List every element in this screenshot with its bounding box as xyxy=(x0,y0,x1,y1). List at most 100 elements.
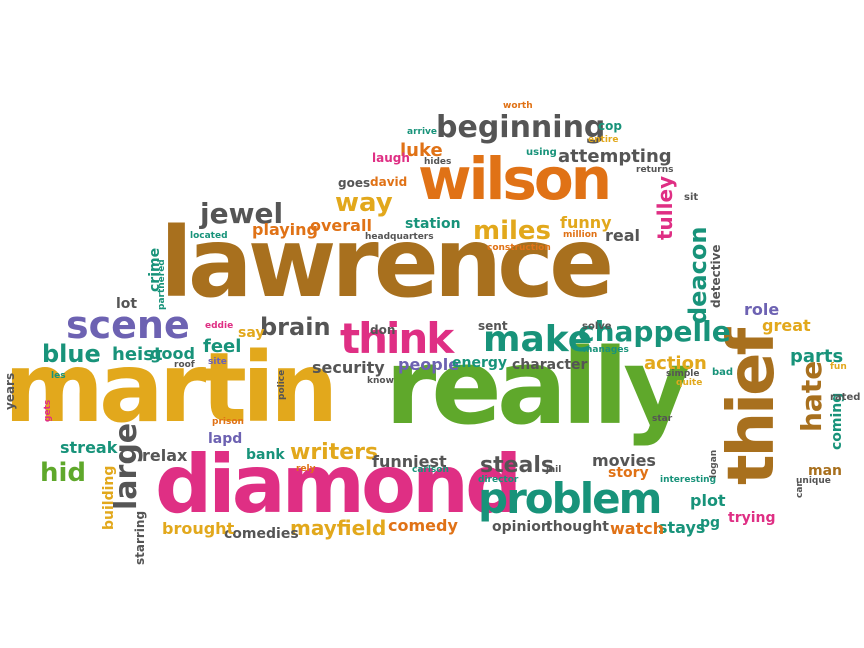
cloud-word: trying xyxy=(728,510,776,526)
cloud-word: entire xyxy=(588,135,619,145)
cloud-word: movies xyxy=(592,451,656,470)
cloud-word: building xyxy=(101,465,117,530)
cloud-word: roof xyxy=(174,360,195,370)
cloud-word: wilson xyxy=(418,145,612,213)
cloud-word: mayfield xyxy=(290,516,387,540)
cloud-word: rely xyxy=(296,464,316,474)
cloud-word: comedy xyxy=(388,516,458,535)
cloud-word: opinion xyxy=(492,519,551,535)
cloud-word: located xyxy=(190,231,228,241)
cloud-word: carlson xyxy=(412,465,449,475)
cloud-word: brain xyxy=(260,313,331,341)
cloud-word: say xyxy=(238,325,265,341)
cloud-word: really xyxy=(385,326,691,448)
cloud-word: great xyxy=(762,316,811,335)
cloud-word: make xyxy=(483,319,593,360)
cloud-word: hate xyxy=(795,360,828,432)
cloud-word: years xyxy=(3,372,17,410)
cloud-word: detective xyxy=(709,244,723,308)
cloud-word: miles xyxy=(473,216,552,246)
cloud-word: people xyxy=(398,355,460,374)
cloud-word: brought xyxy=(162,519,235,538)
cloud-word: role xyxy=(744,300,780,319)
cloud-word: real xyxy=(605,226,641,245)
cloud-word: tulley xyxy=(653,175,677,240)
cloud-word: laugh xyxy=(372,151,410,165)
cloud-word: hid xyxy=(40,458,87,488)
cloud-word: interesting xyxy=(660,475,717,485)
cloud-word: quite xyxy=(676,378,703,388)
cloud-word: eddie xyxy=(205,321,234,331)
cloud-word: watch xyxy=(610,519,665,538)
cloud-word: overall xyxy=(310,216,372,235)
cloud-word: partnered xyxy=(157,259,167,310)
cloud-word: martin xyxy=(4,332,338,444)
cloud-word: construction xyxy=(487,243,551,253)
cloud-word: bank xyxy=(246,447,285,463)
cloud-word: funniest xyxy=(372,452,447,471)
cloud-word: lawrence xyxy=(160,207,614,319)
cloud-word: heist xyxy=(112,344,163,365)
cloud-word: arrive xyxy=(407,127,438,137)
cloud-word: returns xyxy=(636,165,674,175)
cloud-word: headquarters xyxy=(365,232,434,242)
cloud-word: rated xyxy=(830,392,861,403)
cloud-word: steals xyxy=(480,453,555,478)
cloud-word: lapd xyxy=(208,431,243,447)
cloud-word: streak xyxy=(60,438,118,457)
cloud-word: don xyxy=(370,323,396,337)
cloud-word: action xyxy=(644,353,707,374)
cloud-word: chappelle xyxy=(578,315,731,348)
cloud-word: car xyxy=(795,482,805,498)
cloud-word: scene xyxy=(66,303,190,347)
cloud-word: problem xyxy=(478,474,662,523)
cloud-word: manages xyxy=(583,345,629,355)
cloud-word: prison xyxy=(212,417,244,427)
cloud-word: comedies xyxy=(224,526,299,542)
cloud-word: writers xyxy=(290,440,379,465)
cloud-word: good xyxy=(150,344,195,363)
cloud-word: million xyxy=(563,230,598,240)
cloud-word: solve xyxy=(582,321,612,332)
cloud-word: star xyxy=(652,414,673,424)
cloud-word: diamond xyxy=(155,438,522,531)
cloud-word: plot xyxy=(690,491,726,510)
cloud-word: parts xyxy=(790,346,844,367)
cloud-word: station xyxy=(405,216,461,232)
cloud-word: simple xyxy=(666,369,700,379)
cloud-word: pg xyxy=(700,515,721,531)
cloud-word: way xyxy=(335,188,393,218)
cloud-word: goes xyxy=(338,176,371,190)
cloud-word: hides xyxy=(424,157,452,167)
cloud-word: funny xyxy=(560,213,612,232)
cloud-word: relax xyxy=(142,446,188,465)
cloud-word: logan xyxy=(709,449,719,478)
cloud-word: gets xyxy=(43,399,53,422)
cloud-word: know xyxy=(367,376,394,386)
cloud-word: lot xyxy=(116,296,138,312)
cloud-word: police xyxy=(277,369,287,400)
cloud-word: sit xyxy=(684,192,699,203)
cloud-word: director xyxy=(478,475,519,485)
cloud-word: feel xyxy=(203,336,242,357)
cloud-word: bad xyxy=(712,367,734,378)
cloud-word: story xyxy=(608,465,649,481)
cloud-word: deacon xyxy=(684,226,712,324)
cloud-word: thief xyxy=(715,330,789,485)
cloud-word: character xyxy=(512,357,588,373)
cloud-word: jail xyxy=(546,465,562,475)
cloud-word: using xyxy=(526,147,557,158)
cloud-word: sent xyxy=(478,319,508,333)
cloud-word: unique xyxy=(796,476,831,486)
cloud-word: beginning xyxy=(436,110,606,145)
cloud-word: attempting xyxy=(558,146,672,167)
cloud-word: cop xyxy=(598,119,622,133)
cloud-word: security xyxy=(312,358,385,377)
cloud-word: site xyxy=(208,357,227,367)
cloud-word: starring xyxy=(133,510,147,565)
cloud-word: think xyxy=(340,314,454,363)
cloud-word: fun xyxy=(830,362,847,372)
cloud-word: jewel xyxy=(200,197,284,230)
cloud-word: thought xyxy=(546,519,609,535)
